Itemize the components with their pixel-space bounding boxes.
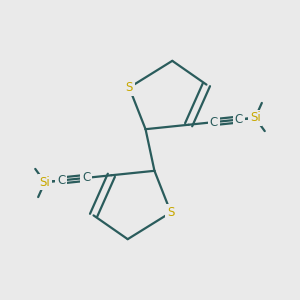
Text: Si: Si bbox=[40, 176, 50, 189]
Text: Si: Si bbox=[250, 111, 260, 124]
Text: S: S bbox=[125, 81, 133, 94]
Text: C: C bbox=[57, 174, 65, 187]
Text: C: C bbox=[235, 113, 243, 126]
Text: C: C bbox=[82, 171, 90, 184]
Text: C: C bbox=[210, 116, 218, 129]
Text: S: S bbox=[167, 206, 175, 219]
